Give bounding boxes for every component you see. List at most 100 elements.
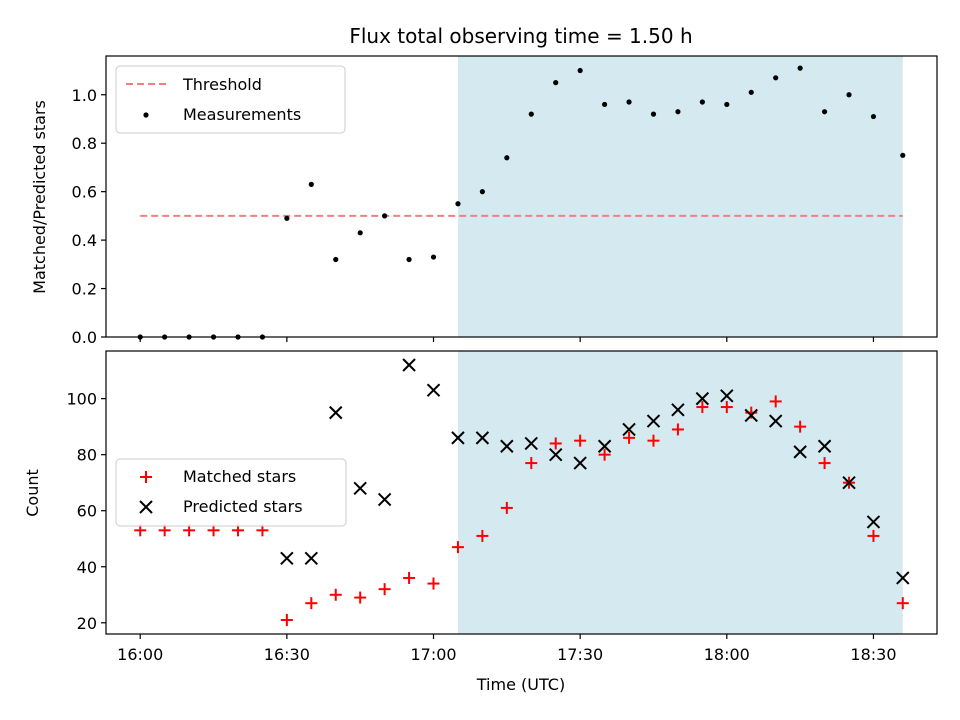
predicted-star-point: [573, 456, 587, 470]
matched-star-point: [769, 395, 782, 408]
measurement-point: [528, 111, 534, 117]
bottom-y-tick-label: 60: [77, 502, 97, 521]
top-axes-frame: [105, 55, 938, 338]
predicted-star-point: [475, 431, 490, 445]
measurement-point: [870, 113, 877, 120]
matched-star-point: [329, 588, 342, 601]
top-y-tick-label: 0.2: [72, 280, 97, 299]
matched-star-point: [720, 401, 733, 414]
matched-stars-points: [134, 395, 909, 626]
measurement-point: [748, 89, 754, 95]
measurement-point: [382, 213, 388, 219]
predicted-star-point: [280, 551, 294, 566]
matched-star-point: [794, 420, 807, 433]
measurement-point: [357, 230, 363, 236]
matched-star-point: [451, 541, 464, 554]
legend-predicted-label: Predicted stars: [183, 497, 303, 516]
predicted-star-point: [426, 383, 441, 397]
matched-star-point: [378, 583, 391, 596]
measurement-point: [797, 65, 803, 71]
predicted-star-point: [695, 391, 710, 406]
x-tick-label: 18:00: [704, 645, 750, 664]
predicted-star-point: [329, 405, 343, 420]
predicted-star-point: [866, 515, 881, 529]
top-x-ticks: [139, 337, 875, 342]
x-tick-label: 16:00: [117, 645, 163, 664]
top-y-tick-label: 0.0: [72, 328, 97, 347]
bottom-legend-box: [115, 458, 347, 527]
top-legend-box: [115, 65, 346, 134]
predicted-star-point: [720, 389, 734, 403]
bottom-y-tick-label: 100: [66, 390, 97, 409]
measurement-point: [626, 99, 632, 105]
measurement-point: [724, 101, 730, 108]
predicted-star-point: [524, 436, 538, 451]
matched-star-point: [623, 431, 636, 444]
predicted-star-point: [402, 358, 416, 372]
predicted-star-point: [304, 551, 319, 566]
measurement-point: [773, 75, 779, 81]
predicted-star-point: [744, 408, 758, 423]
legend-predicted-swatch: [139, 500, 153, 514]
predicted-star-point: [842, 475, 856, 490]
matched-star-point: [647, 434, 660, 447]
bottom-x-ticks: 16:00 16:30 17:00 17:30 18:00 18:30: [117, 634, 897, 664]
measurement-point: [455, 201, 461, 207]
predicted-star-point: [622, 422, 636, 437]
bottom-legend: Matched stars Predicted stars: [115, 458, 347, 527]
measurement-point: [406, 256, 412, 263]
measurement-point: [577, 67, 583, 74]
legend-matched-swatch: [140, 471, 152, 483]
legend-measurements-swatch: [143, 112, 149, 118]
matched-star-point: [867, 529, 880, 542]
measurement-point: [308, 181, 314, 187]
measurement-point: [430, 254, 437, 260]
measurement-point: [650, 111, 657, 117]
matched-star-point: [354, 591, 367, 604]
predicted-star-point: [793, 445, 807, 459]
matched-star-point: [574, 434, 587, 447]
predicted-star-point: [896, 571, 910, 585]
observing-window-band: [457, 56, 903, 337]
predicted-star-point: [671, 403, 685, 417]
x-axis-label: Time (UTC): [476, 675, 565, 694]
top-legend: Threshold Measurements: [115, 65, 346, 134]
measurement-point: [602, 101, 608, 108]
bottom-y-tick-label: 80: [77, 446, 97, 465]
bottom-y-axis-label: Count: [23, 469, 42, 517]
top-observing-window-shade: [457, 56, 903, 337]
measurement-point: [900, 152, 906, 158]
matched-star-point: [280, 613, 293, 626]
matched-star-point: [500, 501, 513, 514]
matched-star-point: [671, 423, 684, 436]
measurement-point: [479, 189, 485, 195]
legend-measurements-label: Measurements: [183, 105, 301, 124]
predicted-star-point: [646, 414, 661, 428]
bottom-y-tick-label: 40: [77, 558, 97, 577]
measurement-point: [699, 99, 705, 105]
measurement-point: [333, 256, 339, 263]
matched-star-point: [305, 597, 318, 610]
matched-star-point: [476, 529, 489, 542]
x-tick-label: 18:30: [850, 645, 896, 664]
predicted-star-point: [768, 414, 783, 428]
top-y-axis-label: Matched/Predicted stars: [30, 100, 49, 294]
matched-star-point: [549, 437, 562, 450]
predicted-star-point: [451, 431, 465, 445]
measurement-point: [821, 109, 828, 115]
measurement-point: [284, 215, 290, 221]
chart-title: Flux total observing time = 1.50 h: [349, 24, 692, 48]
predicted-star-point: [817, 439, 832, 453]
matched-star-point: [818, 457, 831, 470]
observing-window-band: [457, 351, 903, 634]
predicted-star-point: [500, 439, 514, 453]
bottom-y-tick-label: 20: [77, 614, 97, 633]
matched-star-point: [598, 448, 611, 461]
matched-star-point: [403, 571, 416, 584]
top-y-tick-label: 0.4: [72, 231, 97, 250]
top-y-tick-label: 0.8: [72, 134, 97, 153]
predicted-star-point: [377, 492, 392, 507]
predicted-star-point: [353, 481, 367, 496]
top-y-tick-label: 1.0: [72, 86, 97, 105]
